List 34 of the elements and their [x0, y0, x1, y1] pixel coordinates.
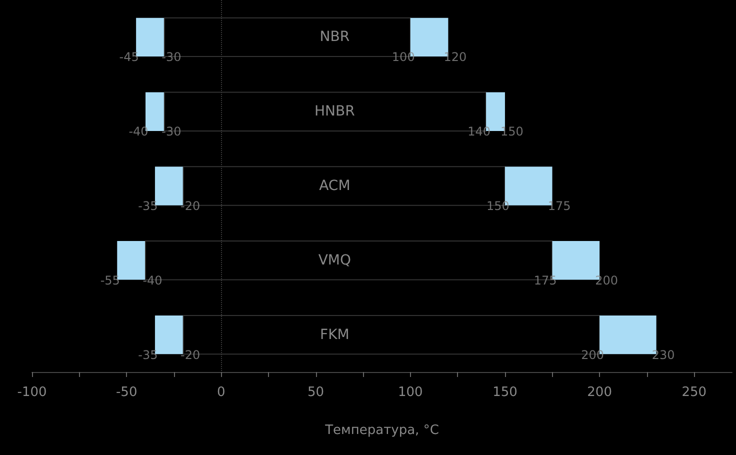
x-tick-label: 200 — [587, 385, 612, 400]
annotation: -35 — [138, 199, 158, 213]
annotation: 230 — [652, 348, 675, 362]
y-tick-label: NBR — [320, 29, 350, 46]
annotation: -30 — [162, 124, 182, 139]
x-axis-title: Температура, °C — [324, 423, 439, 438]
annotation: 200 — [595, 273, 618, 288]
y-tick-label: FKM — [320, 326, 350, 343]
annotation: -30 — [162, 50, 182, 64]
annotation: 200 — [581, 348, 604, 362]
annotation: -40 — [128, 124, 148, 139]
y-tick-label: VMQ — [318, 252, 352, 268]
annotation: 120 — [444, 50, 467, 64]
annotation: 150 — [486, 199, 510, 213]
annotation: 100 — [392, 50, 415, 64]
x-tick-label: 0 — [217, 385, 226, 400]
annotation: -20 — [180, 348, 200, 362]
annotation: -40 — [142, 273, 162, 288]
annotation: -55 — [100, 273, 120, 288]
x-tick-label: 150 — [492, 385, 518, 400]
annotation: 140 — [468, 124, 491, 139]
y-tick-label: ACM — [319, 178, 350, 194]
x-tick-label: 100 — [398, 385, 423, 400]
x-tick-label: 250 — [682, 385, 707, 400]
x-tick-label: 50 — [308, 385, 324, 400]
y-tick-label: HNBR — [314, 104, 356, 120]
x-tick-label: -50 — [116, 385, 138, 400]
annotation: -20 — [180, 199, 200, 213]
annotation: -35 — [138, 348, 158, 362]
annotation: 150 — [500, 124, 524, 139]
x-tick-label: -100 — [17, 385, 47, 400]
annotation: 175 — [548, 199, 571, 213]
annotation: -45 — [119, 50, 139, 64]
annotation: 175 — [534, 273, 557, 288]
